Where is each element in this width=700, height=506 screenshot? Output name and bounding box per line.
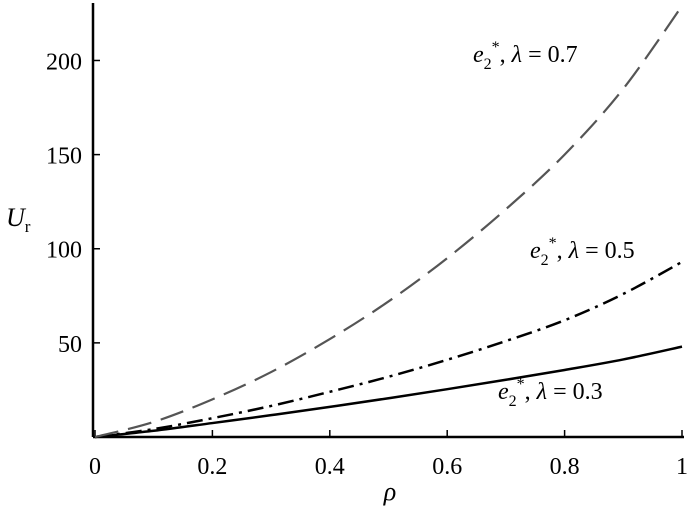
x-tick-label: 0.2	[197, 454, 227, 480]
series-label-variable: e	[473, 42, 484, 68]
series-label-superscript: *	[517, 376, 525, 393]
series-label-subscript: 2	[541, 252, 549, 269]
y-tick-label: 200	[46, 49, 82, 75]
series-label-subscript: 2	[509, 393, 517, 410]
series-label-subscript: 2	[484, 56, 492, 73]
series-label-comma: ,	[557, 238, 569, 264]
series-label-variable: e	[498, 379, 509, 405]
x-tick-label: 0.8	[550, 454, 580, 480]
series-label-lambda: λ	[568, 238, 579, 264]
y-axis-title: Ur	[6, 203, 31, 236]
series-label-superscript: *	[549, 235, 557, 252]
y-tick-label: 150	[46, 144, 82, 170]
x-axis-title: ρ	[383, 477, 396, 506]
series-label-comma: ,	[525, 379, 537, 405]
series-label-comma: ,	[500, 42, 512, 68]
y-axis-title-main: U	[6, 203, 27, 232]
series-label: e2*, λ = 0.5	[530, 235, 635, 269]
y-axis-title-subscript: r	[25, 217, 31, 236]
series-label-value: = 0.5	[579, 238, 635, 264]
series-label-lambda: λ	[511, 42, 522, 68]
series-label-value: = 0.7	[522, 42, 578, 68]
x-tick-label: 1	[676, 454, 688, 480]
axes	[91, 3, 684, 439]
series-label: e2*, λ = 0.3	[498, 376, 603, 410]
x-tick-label: 0.4	[315, 454, 345, 480]
y-tick-label: 100	[46, 238, 82, 264]
series-line-solid	[94, 345, 683, 439]
series-lines	[94, 5, 683, 439]
y-tick-label: 50	[58, 332, 82, 358]
series-line-dashed	[94, 5, 683, 439]
series-label: e2*, λ = 0.7	[473, 39, 578, 73]
series-line-dashdot	[94, 260, 683, 439]
series-labels: e2*, λ = 0.3e2*, λ = 0.5e2*, λ = 0.7	[473, 39, 635, 410]
x-tick-label: 0.6	[432, 454, 462, 480]
x-tick-label: 0	[89, 454, 101, 480]
series-label-superscript: *	[492, 39, 500, 56]
series-label-lambda: λ	[536, 379, 547, 405]
series-label-variable: e	[530, 238, 541, 264]
series-label-value: = 0.3	[547, 379, 603, 405]
